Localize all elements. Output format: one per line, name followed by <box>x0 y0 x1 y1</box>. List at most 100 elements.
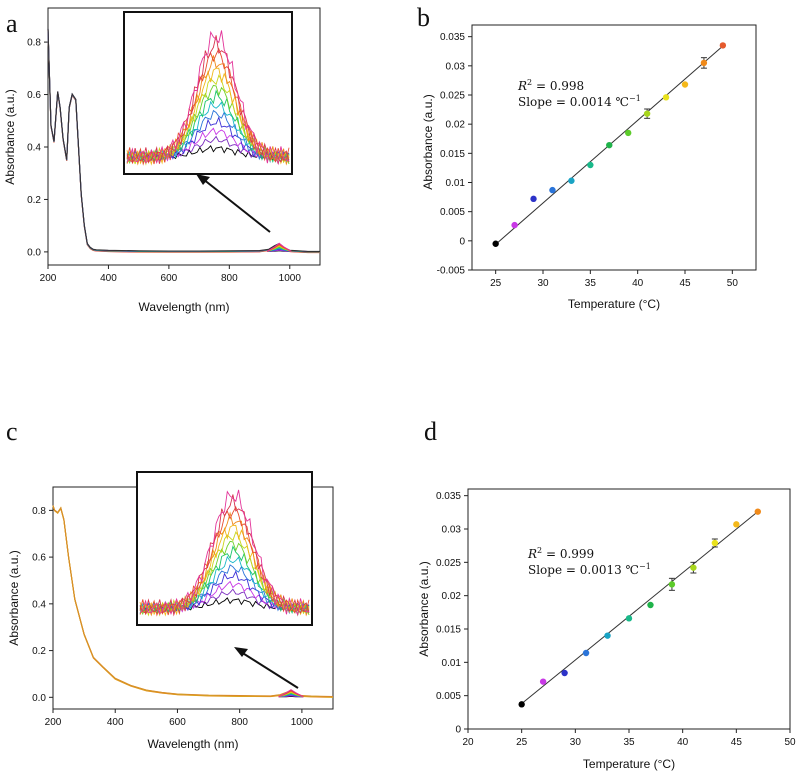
plot-b-xtick-label: 35 <box>585 278 597 289</box>
panel-letter-c: c <box>6 417 18 446</box>
plot-b-xtick-label: 30 <box>537 278 549 289</box>
data-point <box>711 539 719 547</box>
data-point <box>647 601 654 609</box>
plot-c-xlabel: Wavelength (nm) <box>148 737 239 751</box>
plot-c-xtick-label: 800 <box>231 717 248 728</box>
plot-b-ytick-label: 0.005 <box>440 207 465 218</box>
data-point <box>733 521 740 528</box>
plot-a-xtick-label: 1000 <box>279 273 302 284</box>
plot-c-ytick-label: 0.2 <box>32 646 46 657</box>
plot-c-xtick-label: 1000 <box>291 717 314 728</box>
plot-d-ytick-label: 0.01 <box>442 658 462 669</box>
plot-d-xlabel: Temperature (°C) <box>583 757 675 771</box>
plot-a-arrow <box>196 174 271 233</box>
data-point <box>719 42 727 49</box>
plot-b-ytick-label: 0.035 <box>440 32 465 43</box>
plot-b-ytick-label: -0.005 <box>437 266 466 277</box>
plot-c-ytick-label: 0.8 <box>32 506 46 517</box>
plot-a-xtick-label: 800 <box>221 273 238 284</box>
data-point <box>587 161 594 169</box>
panel-letter-b: b <box>417 3 430 32</box>
plot-d-xtick-label: 40 <box>677 737 689 748</box>
plot-d-ticks: 20 25 30 35 40 45 50 0 0.005 0.01 0.015 0.02 0.025 0.… <box>436 491 796 748</box>
inset-spectrum-line <box>126 30 290 166</box>
data-point <box>518 701 525 708</box>
inset-spectrum-line <box>139 511 310 617</box>
plot-b-xtick-label: 50 <box>727 278 739 289</box>
plot-d-ytick-label: 0.025 <box>436 558 461 569</box>
data-point <box>539 678 547 685</box>
data-point <box>643 110 651 117</box>
data-point <box>625 129 632 137</box>
plot-b-ylabel: Absorbance (a.u.) <box>421 94 435 189</box>
inset-spectrum-line <box>139 489 310 617</box>
data-point <box>681 81 689 88</box>
data-point <box>568 177 575 184</box>
plot-d-xtick-label: 35 <box>623 737 635 748</box>
plot-c-xtick-label: 400 <box>107 717 124 728</box>
panel-a: a 200 400 600 800 1000 0.0 0.2 0.4 0.6 0.8 Wavele… <box>3 7 321 314</box>
data-point <box>604 632 611 639</box>
plot-d-xtick-label: 20 <box>462 737 474 748</box>
data-point <box>625 615 633 622</box>
plot-d-ytick-label: 0.035 <box>436 491 461 502</box>
data-point <box>700 59 708 67</box>
data-point <box>754 508 761 515</box>
plot-a-ytick-label: 0.2 <box>27 195 41 206</box>
plot-b-xtick-label: 45 <box>679 278 691 289</box>
data-point <box>690 564 697 571</box>
plot-a-ylabel: Absorbance (a.u.) <box>3 89 17 184</box>
plot-b-ytick-label: 0.03 <box>446 61 466 72</box>
plot-c-ytick-label: 0.0 <box>32 693 46 704</box>
data-point <box>561 669 568 677</box>
plot-c-arrow <box>234 647 299 689</box>
nir-peak-line <box>266 242 292 252</box>
plot-c-ytick-label: 0.6 <box>32 553 46 564</box>
plot-a-frame <box>47 7 321 266</box>
data-point <box>662 94 670 101</box>
plot-b-ytick-label: 0 <box>459 236 465 247</box>
plot-a-xlabel: Wavelength (nm) <box>139 300 230 314</box>
plot-d-series <box>518 508 761 708</box>
panel-c: c 200 400 600 800 1000 0.0 0.2 0.4 0.6 0.8 Wavele… <box>6 417 334 751</box>
plot-a-ytick-label: 0.4 <box>27 142 41 153</box>
plot-d-r2: R2 = 0.999 <box>527 546 594 561</box>
plot-b-xlabel: Temperature (°C) <box>568 297 660 311</box>
plot-c-series <box>52 505 334 698</box>
data-point <box>492 240 499 247</box>
data-point <box>530 195 537 203</box>
plot-d-ytick-label: 0.03 <box>442 525 462 536</box>
plot-a-xtick-label: 600 <box>161 273 178 284</box>
plot-d-ytick-label: 0.02 <box>442 591 462 602</box>
plot-b-frame <box>471 24 757 271</box>
data-point <box>668 581 676 588</box>
plot-b-ytick-label: 0.02 <box>446 120 466 131</box>
inset-spectrum-line <box>126 55 290 166</box>
plot-a-xtick-label: 200 <box>40 273 57 284</box>
plot-d-ytick-label: 0 <box>455 725 461 736</box>
plot-c-xtick-label: 200 <box>45 717 62 728</box>
plot-a-ticks: 200 400 600 800 1000 0.0 0.2 0.4 0.6 0.8 <box>27 38 301 284</box>
plot-d-xtick-label: 50 <box>784 737 796 748</box>
plot-d-xtick-label: 45 <box>731 737 743 748</box>
plot-b-r2: R2 = 0.998 <box>517 78 584 93</box>
data-point <box>606 141 613 149</box>
plot-c-ticks: 200 400 600 800 1000 0.0 0.2 0.4 0.6 0.8 <box>32 506 313 728</box>
plot-d-ytick-label: 0.005 <box>436 691 461 702</box>
plot-a-ytick-label: 0.8 <box>27 38 41 49</box>
fit-line <box>521 511 759 705</box>
nir-peak-line <box>278 689 304 698</box>
plot-c-ytick-label: 0.4 <box>32 599 46 610</box>
plot-b-xtick-label: 40 <box>632 278 644 289</box>
plot-b-ytick-label: 0.01 <box>446 178 466 189</box>
plot-d-ytick-label: 0.015 <box>436 625 461 636</box>
plot-a-inset <box>126 30 290 166</box>
plot-d-ylabel: Absorbance (a.u.) <box>417 561 431 656</box>
plot-a-ytick-label: 0.6 <box>27 90 41 101</box>
data-point <box>582 649 590 657</box>
plot-d-slope: Slope = 0.0013 ℃−1 <box>528 562 651 577</box>
plot-b-xtick-label: 25 <box>490 278 502 289</box>
plot-b-ytick-label: 0.015 <box>440 149 465 160</box>
plot-c-inset <box>139 489 310 617</box>
